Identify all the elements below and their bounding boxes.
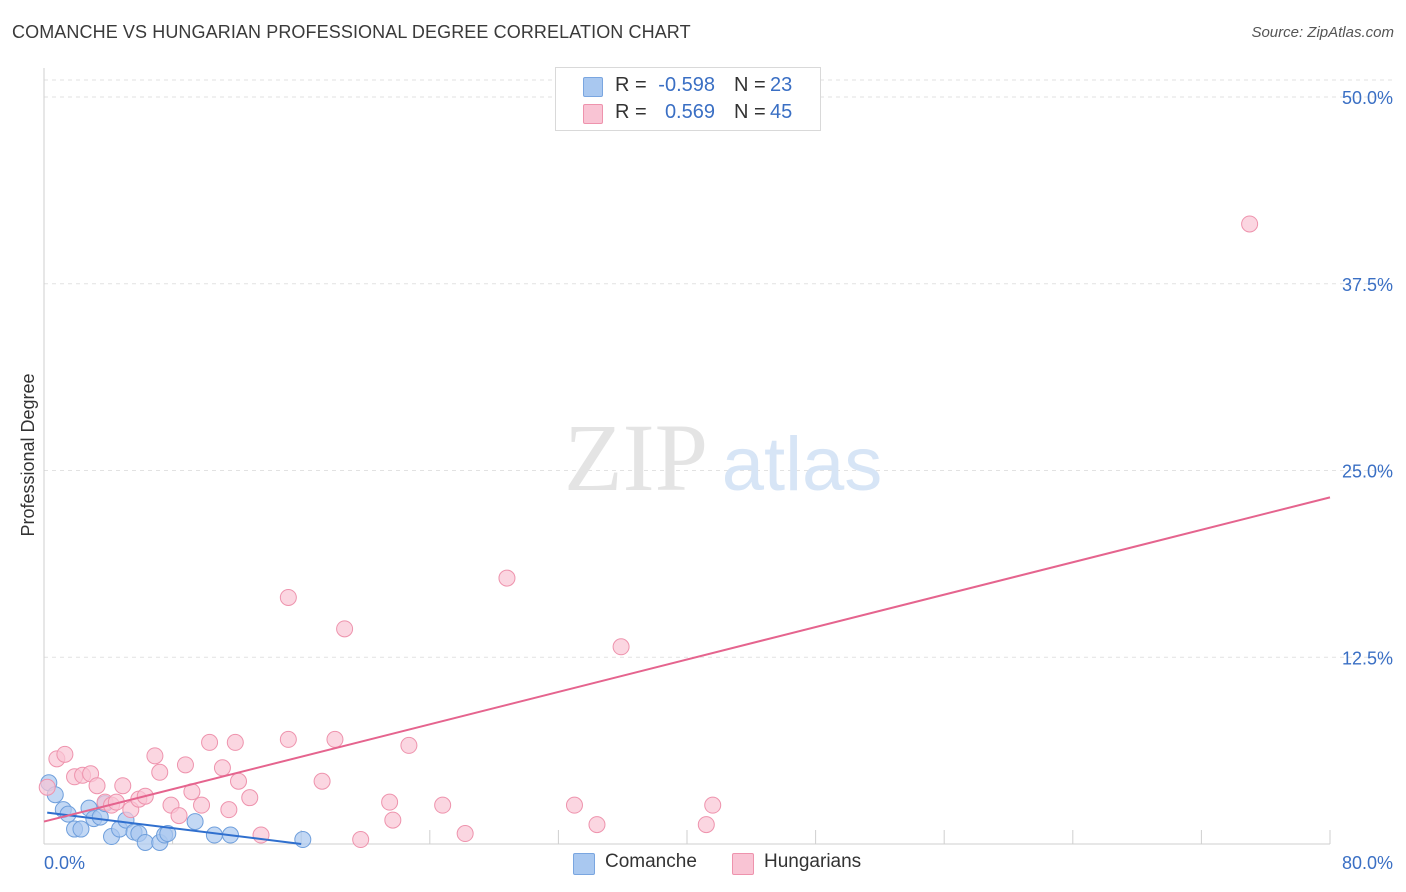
point-hungarians-40 (565, 796, 583, 814)
point-hungarians-43 (697, 816, 715, 834)
point-hungarians-17 (170, 807, 188, 825)
hungarians-swatch (583, 104, 603, 124)
n-label: N = (734, 74, 766, 96)
watermark-atlas: atlas (722, 422, 883, 507)
point-hungarians-29 (279, 588, 297, 606)
y-tick-label-0: 12.5% (1342, 648, 1393, 668)
point-comanche-20 (205, 826, 223, 844)
point-comanche-19 (186, 813, 204, 831)
watermark-zip: ZIP (564, 404, 708, 511)
point-comanche-22 (294, 831, 312, 849)
point-hungarians-10 (114, 777, 132, 795)
point-hungarians-14 (146, 747, 164, 765)
stats-legend: R = -0.598 N = 23 R = 0.569 N = 45 (555, 67, 821, 131)
r-label: R = (615, 74, 647, 96)
point-hungarians-33 (352, 831, 370, 849)
point-comanche-18 (159, 825, 177, 843)
r-value: -0.598 (658, 74, 715, 96)
point-comanche-5 (72, 820, 90, 838)
n-label: N = (734, 101, 766, 123)
point-hungarians-15 (151, 763, 169, 781)
n-value: 45 (770, 101, 793, 123)
point-hungarians-39 (498, 569, 516, 587)
point-hungarians-24 (226, 733, 244, 751)
y-axis-label: Professional Degree (18, 373, 38, 536)
y-tick-label-1: 25.0% (1342, 462, 1393, 482)
grid-lines (44, 79, 1392, 658)
point-hungarians-0 (38, 778, 56, 796)
y-tick-label-2: 37.5% (1342, 275, 1393, 295)
point-hungarians-31 (326, 730, 344, 748)
chart-title: COMANCHE VS HUNGARIAN PROFESSIONAL DEGRE… (12, 22, 691, 42)
r-value: 0.569 (664, 101, 715, 123)
r-label: R = (615, 101, 647, 123)
data-points (38, 215, 1259, 852)
point-hungarians-2 (56, 745, 74, 763)
point-hungarians-32 (336, 620, 354, 638)
point-comanche-15 (136, 834, 154, 852)
point-hungarians-22 (213, 759, 231, 777)
point-hungarians-35 (384, 811, 402, 829)
point-hungarians-30 (313, 772, 331, 790)
point-hungarians-21 (201, 733, 219, 751)
x-tick-label-max: 80.0% (1342, 853, 1393, 873)
point-hungarians-45 (1241, 215, 1259, 233)
point-hungarians-42 (612, 638, 630, 656)
stats-row-hungarians: R = 0.569 N = 45 (556, 101, 820, 127)
x-tick-label-min: 0.0% (44, 853, 85, 873)
n-value: 23 (770, 74, 793, 96)
point-hungarians-36 (400, 736, 418, 754)
stats-row-comanche: R = -0.598 N = 23 (556, 74, 820, 100)
point-hungarians-23 (220, 801, 238, 819)
point-hungarians-25 (230, 772, 248, 790)
point-hungarians-18 (176, 756, 194, 774)
point-hungarians-38 (456, 825, 474, 843)
legend-label: Hungarians (764, 851, 862, 872)
legend-label: Comanche (605, 851, 697, 872)
point-hungarians-20 (193, 796, 211, 814)
point-hungarians-37 (434, 796, 452, 814)
point-hungarians-34 (381, 793, 399, 811)
trend-line-hungarians (43, 496, 1331, 823)
point-hungarians-44 (704, 796, 722, 814)
point-hungarians-28 (279, 730, 297, 748)
point-hungarians-41 (588, 816, 606, 834)
trend-lines (43, 496, 1331, 845)
hungarians-legend-swatch (732, 853, 754, 875)
comanche-swatch (583, 77, 603, 97)
y-tick-label-3: 50.0% (1342, 88, 1393, 108)
tick-labels: 12.5% 25.0% 37.5% 50.0% 0.0% 80.0% (44, 88, 1393, 873)
comanche-legend-swatch (573, 853, 595, 875)
point-hungarians-26 (241, 789, 259, 807)
trend-line-comanche (47, 811, 302, 845)
point-hungarians-6 (88, 777, 106, 795)
source-attribution: Source: ZipAtlas.com (1251, 24, 1394, 41)
